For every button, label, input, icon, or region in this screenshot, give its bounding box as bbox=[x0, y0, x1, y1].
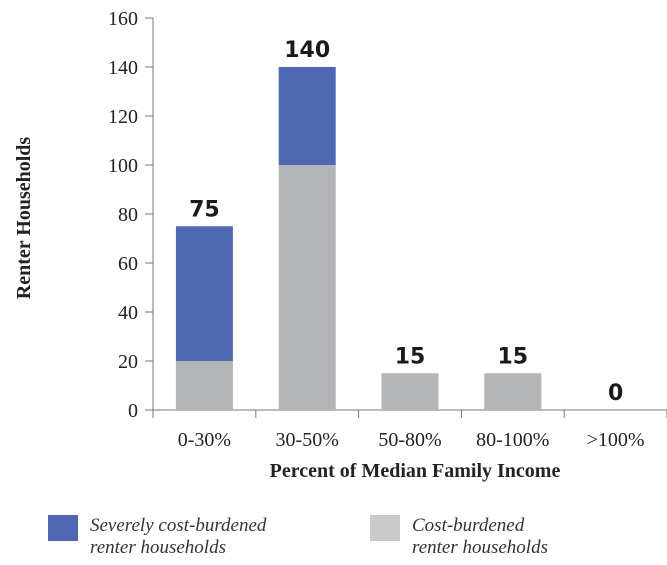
bar-chart: 0 20 40 60 80 100 120 140 160 75 0-30% 140 30-50% 15 5… bbox=[13, 8, 667, 482]
bar-total-label: 15 bbox=[497, 344, 528, 369]
x-category-label: 80-100% bbox=[476, 429, 549, 451]
bar-total-label: 0 bbox=[608, 381, 623, 406]
legend-swatch-severe bbox=[48, 515, 78, 541]
bar-total-label: 75 bbox=[189, 197, 220, 222]
legend-swatch-burdened bbox=[370, 515, 400, 541]
legend-label-burdened-line1: Cost-burdened bbox=[412, 515, 525, 536]
bar-cost-burdened bbox=[484, 373, 542, 410]
y-tick-label: 0 bbox=[128, 400, 138, 422]
legend-label-burdened-line2: renter households bbox=[412, 537, 548, 558]
legend-label-severe-line2: renter households bbox=[90, 537, 226, 558]
legend-item-burdened: Cost-burdened renter households bbox=[370, 515, 642, 559]
x-category-label: 50-80% bbox=[378, 429, 441, 451]
y-tick-label: 60 bbox=[118, 253, 138, 275]
y-tick-label: 20 bbox=[118, 351, 138, 373]
legend-label-burdened: Cost-burdened renter households bbox=[412, 515, 642, 559]
y-tick-label: 120 bbox=[108, 106, 138, 128]
x-category-label: 0-30% bbox=[178, 429, 231, 451]
bar-cost-burdened bbox=[278, 165, 336, 410]
y-tick-label: 140 bbox=[108, 57, 138, 79]
y-tick-label: 100 bbox=[108, 155, 138, 177]
y-tick-label: 160 bbox=[108, 8, 138, 30]
y-axis-title: Renter Households bbox=[13, 137, 35, 300]
bar-total-label: 140 bbox=[284, 38, 330, 63]
legend-label-severe: Severely cost-burdened renter households bbox=[90, 515, 320, 559]
bar-severely-cost-burdened bbox=[278, 67, 336, 165]
x-category-label: 30-50% bbox=[276, 429, 339, 451]
bar-cost-burdened bbox=[381, 373, 439, 410]
legend-label-severe-line1: Severely cost-burdened bbox=[90, 515, 267, 536]
x-category-label: >100% bbox=[587, 429, 645, 451]
bar-cost-burdened bbox=[175, 361, 233, 410]
bar-total-label: 15 bbox=[395, 344, 426, 369]
x-axis-title: Percent of Median Family Income bbox=[270, 460, 561, 482]
y-tick-label: 40 bbox=[118, 302, 138, 324]
legend-item-severe: Severely cost-burdened renter households bbox=[48, 515, 320, 559]
bar-severely-cost-burdened bbox=[175, 226, 233, 361]
y-tick-label: 80 bbox=[118, 204, 138, 226]
